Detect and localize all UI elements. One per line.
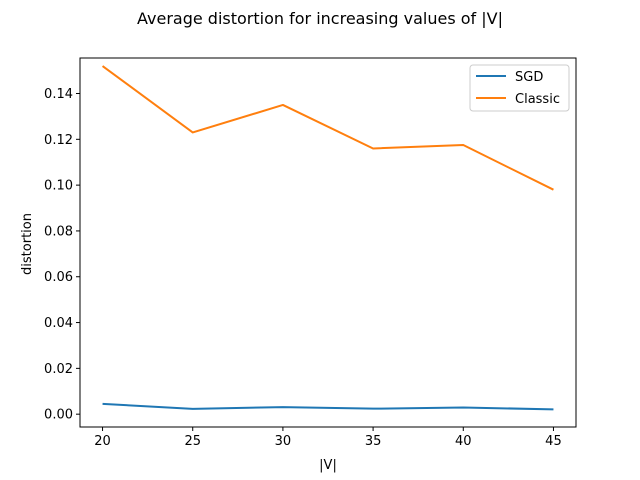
y-axis-ticks: 0.00 0.02 0.04 0.06 0.08 0.10 0.12 0.14: [44, 87, 80, 423]
y-tick-label: 0.00: [44, 408, 73, 423]
x-tick-label: 45: [545, 434, 562, 449]
y-tick-label: 0.04: [44, 316, 73, 331]
plot-area: [79, 57, 577, 428]
x-tick-label: 40: [455, 434, 472, 449]
legend: SGD Classic: [469, 64, 570, 112]
x-tick-label: 25: [184, 434, 201, 449]
x-tick-label: 30: [275, 434, 292, 449]
x-axis-label: |V|: [319, 458, 337, 473]
legend-label-sgd: SGD: [515, 70, 543, 85]
y-tick-label: 0.02: [44, 362, 73, 377]
x-tick-label: 20: [94, 434, 111, 449]
x-axis-ticks: 20 25 30 35 40 45: [94, 427, 562, 449]
y-tick-label: 0.14: [44, 87, 73, 102]
y-tick-label: 0.10: [44, 179, 73, 194]
series-line-classic: [101, 65, 554, 191]
x-tick-label: 35: [365, 434, 382, 449]
y-tick-label: 0.08: [44, 224, 73, 239]
legend-label-classic: Classic: [515, 92, 560, 107]
y-tick-label: 0.12: [44, 133, 73, 148]
y-axis-label: distortion: [20, 213, 35, 275]
series-lines: [101, 65, 554, 411]
series-line-sgd: [102, 402, 554, 411]
y-tick-label: 0.06: [44, 270, 73, 285]
chart-title: Average distortion for increasing values…: [137, 9, 503, 28]
axes-frame: [79, 57, 577, 428]
